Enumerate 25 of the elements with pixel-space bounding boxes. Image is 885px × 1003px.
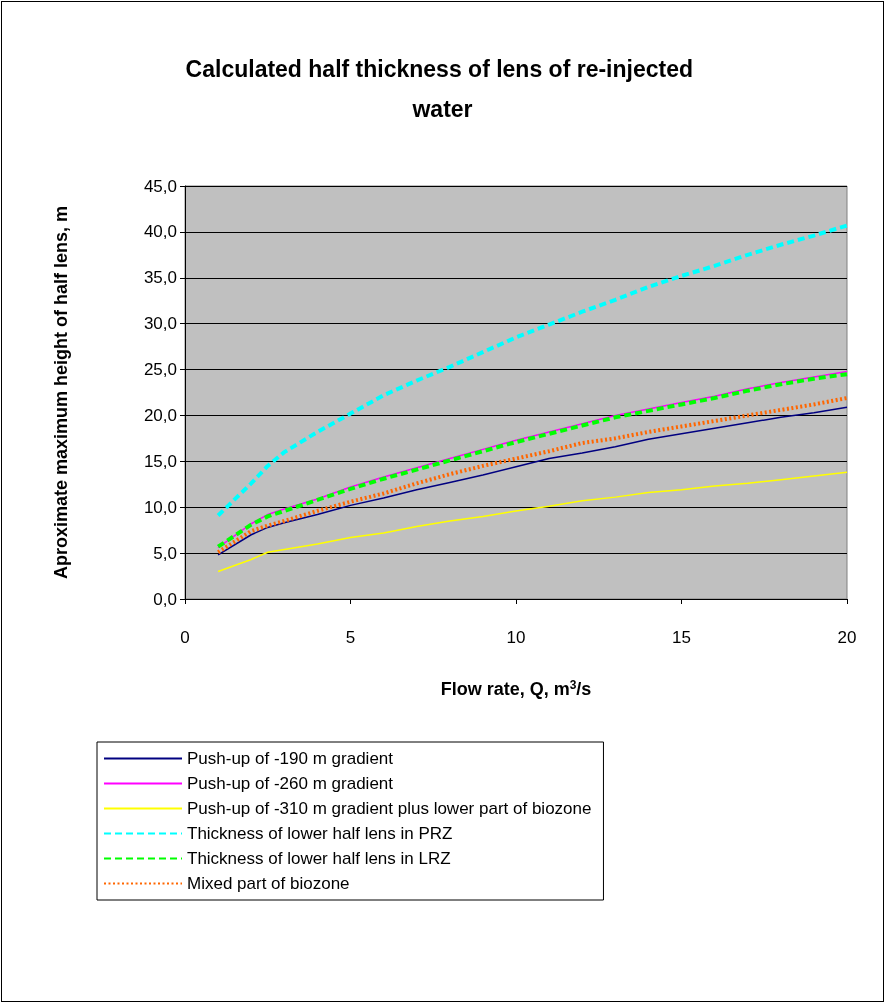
legend-label: Mixed part of biozone [187, 874, 350, 893]
y-tick-label: 5,0 [153, 543, 177, 563]
y-tick-label: 40,0 [143, 222, 177, 242]
legend-label: Thickness of lower half lens in PRZ [187, 824, 453, 843]
y-tick-label: 25,0 [143, 360, 177, 380]
y-tick-label: 35,0 [143, 268, 177, 288]
y-axis-title: Aproximate maximum height of half lens, m [51, 205, 71, 580]
chart-title: Calculated half thickness of lens of re-injected water [185, 56, 700, 122]
x-tick-label: 15 [672, 628, 691, 647]
y-tick-label: 30,0 [143, 314, 177, 334]
y-tick-label: 0,0 [153, 589, 177, 609]
y-tick-label: 45,0 [143, 176, 177, 196]
x-tick-label: 5 [345, 628, 356, 647]
y-tick-label: 20,0 [143, 405, 177, 425]
legend-label: Push-up of -260 m gradient [187, 774, 394, 793]
x-tick-label: 20 [837, 628, 857, 647]
legend-label: Thickness of lower half lens in LRZ [187, 849, 451, 868]
line-series [216, 223, 849, 518]
legend-label: Push-up of -310 m gradient plus lower part of biozone [187, 799, 592, 818]
line-series [217, 471, 848, 573]
y-tick-label: 15,0 [143, 451, 177, 471]
y-tick-label: 10,0 [143, 497, 177, 517]
x-tick-label: 10 [506, 628, 526, 647]
x-tick-label: 0 [180, 628, 190, 647]
legend-label: Push-up of -190 m gradient [187, 749, 394, 768]
